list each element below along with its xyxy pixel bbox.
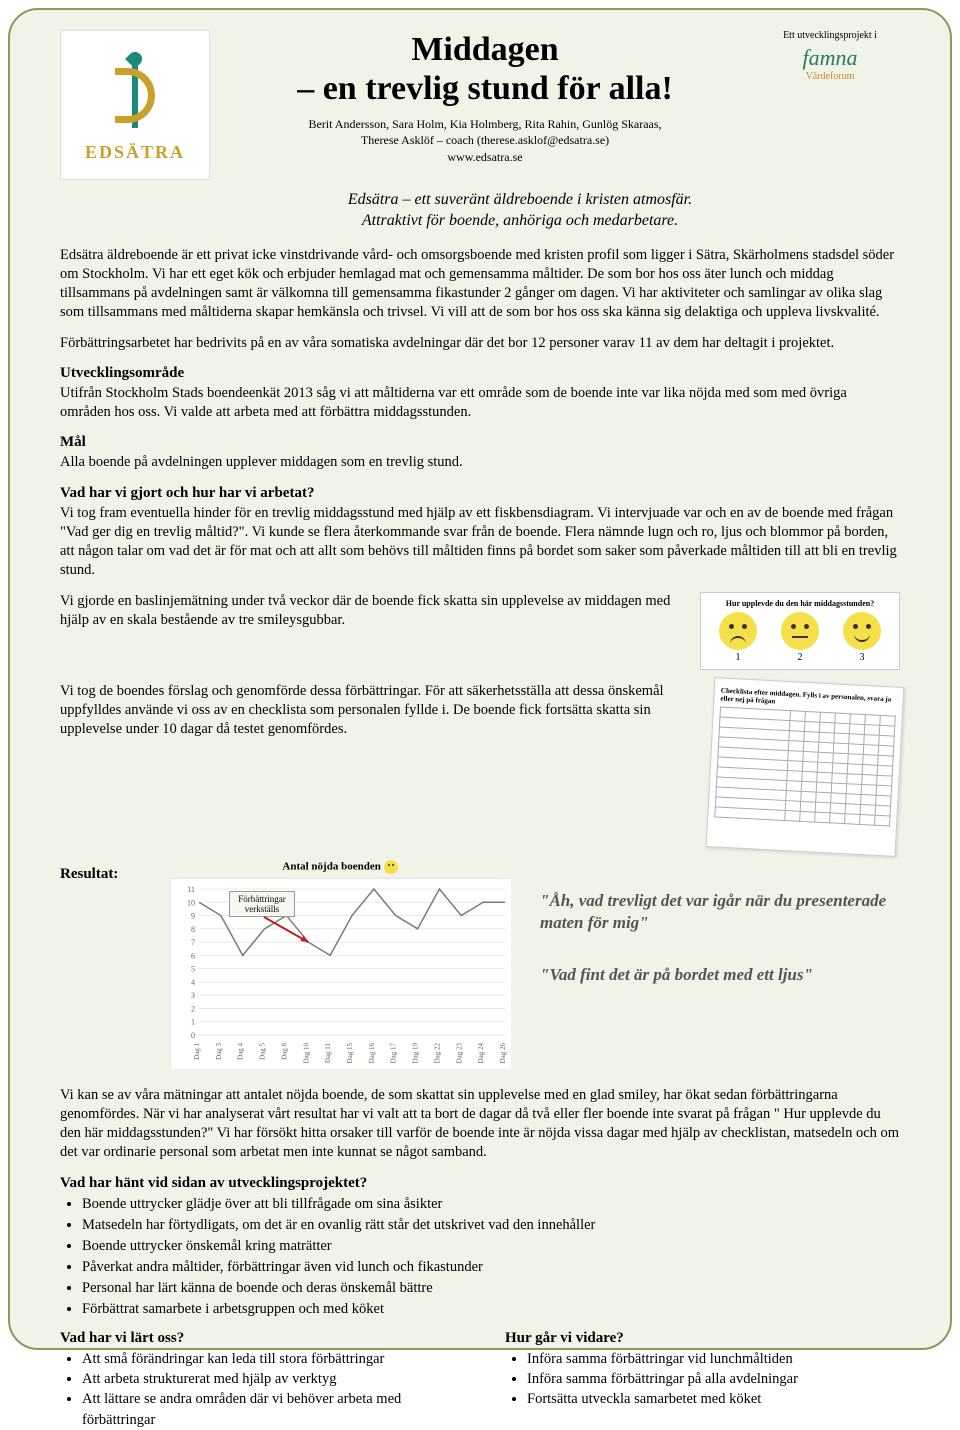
list-item: Att arbeta strukturerat med hjälp av ver… — [82, 1369, 455, 1389]
col-lart: Vad har vi lärt oss? Att små förändringa… — [60, 1330, 455, 1430]
list-item: Påverkat andra måltider, förbättringar ä… — [82, 1257, 900, 1278]
analysis-paragraph: Vi kan se av våra mätningar att antalet … — [60, 1086, 900, 1163]
mal-paragraph: Alla boende på avdelningen upplever midd… — [60, 453, 900, 472]
svg-text:Dag 11: Dag 11 — [324, 1043, 332, 1064]
list-item: Boende uttrycker glädje över att bli til… — [82, 1194, 900, 1215]
list-item: Personal har lärt känna de boende och de… — [82, 1278, 900, 1299]
utv-paragraph: Utifrån Stockholm Stads boendeenkät 2013… — [60, 384, 900, 422]
svg-text:8: 8 — [191, 925, 195, 934]
svg-text:Dag 26: Dag 26 — [499, 1043, 507, 1064]
svg-text:1: 1 — [191, 1018, 195, 1027]
quote-2: "Vad fint det är på bordet med ett ljus" — [540, 964, 900, 986]
checklist-table — [714, 707, 896, 827]
logo-glyph — [105, 48, 165, 138]
svg-text:Dag 19: Dag 19 — [412, 1043, 420, 1064]
authors: Berit Andersson, Sara Holm, Kia Holmberg… — [230, 116, 740, 165]
list-item: Införa samma förbättringar vid lunchmålt… — [527, 1349, 900, 1369]
poster-title: Middagen – en trevlig stund för alla! — [230, 30, 740, 108]
smiley-card-title: Hur upplevde du den här middagsstunden? — [707, 599, 893, 608]
quotes-block: "Åh, vad trevligt det var igår när du pr… — [540, 860, 900, 1016]
checklist-paragraph: Vi tog de boendes förslag och genomförde… — [60, 682, 692, 739]
baseline-paragraph: Vi gjorde en baslinjemätning under två v… — [60, 592, 682, 630]
quote-1: "Åh, vad trevligt det var igår när du pr… — [540, 890, 900, 934]
sponsor-block: Ett utvecklingsprojekt i famna Värdeforu… — [760, 30, 900, 82]
bottom-columns: Vad har vi lärt oss? Att små förändringa… — [60, 1330, 900, 1430]
list-item: Matsedeln har förtydligats, om det är en… — [82, 1215, 900, 1236]
section-vad-har-hant: Vad har hänt vid sidan av utvecklingspro… — [60, 1175, 900, 1192]
checklist-row: Vi tog de boendes förslag och genomförde… — [60, 682, 900, 852]
hant-bullets: Boende uttrycker glädje över att bli til… — [82, 1194, 900, 1320]
vad-paragraph-1: Vi tog fram eventuella hinder för en tre… — [60, 504, 900, 581]
results-label: Resultat: — [60, 860, 140, 883]
intro-paragraph-2: Förbättringsarbetet har bedrivits på en … — [60, 334, 900, 353]
svg-text:6: 6 — [191, 951, 195, 960]
svg-text:Dag 22: Dag 22 — [433, 1043, 441, 1064]
col-vidare: Hur går vi vidare? Införa samma förbättr… — [505, 1330, 900, 1430]
line-chart: 0 1 2 3 4 5 6 7 8 9 10 11 Dag 1 Dag 3 Dag 4 Dag 5 Dag 8 D… — [170, 878, 510, 1068]
section-vidare: Hur går vi vidare? — [505, 1330, 900, 1347]
results-row: Resultat: Antal nöjda boenden 0 1 2 3 4 5 6 7 8 9… — [60, 860, 900, 1068]
svg-text:Dag 10: Dag 10 — [302, 1043, 310, 1064]
svg-text:2: 2 — [191, 1005, 195, 1014]
list-item: Att lättare se andra områden där vi behö… — [82, 1389, 455, 1430]
header: EDSÄTRA Middagen – en trevlig stund för … — [60, 30, 900, 180]
lart-bullets: Att små förändringar kan leda till stora… — [82, 1349, 455, 1430]
svg-text:Dag 1: Dag 1 — [193, 1043, 201, 1060]
svg-text:Dag 16: Dag 16 — [368, 1043, 376, 1064]
smiley-scale-card: Hur upplevde du den här middagsstunden? … — [700, 592, 900, 670]
smiley-label-3: 3 — [860, 652, 865, 663]
section-mal: Mål — [60, 434, 900, 451]
list-item: Boende uttrycker önskemål kring maträtte… — [82, 1236, 900, 1257]
svg-text:Dag 4: Dag 4 — [237, 1043, 245, 1060]
intro-paragraph-1: Edsätra äldreboende är ett privat icke v… — [60, 246, 900, 323]
list-item: Förbättrat samarbete i arbetsgruppen och… — [82, 1299, 900, 1320]
section-lart: Vad har vi lärt oss? — [60, 1330, 455, 1347]
list-item: Att små förändringar kan leda till stora… — [82, 1349, 455, 1369]
smiley-neutral-icon — [781, 612, 819, 650]
svg-text:3: 3 — [191, 991, 195, 1000]
title-block: Middagen – en trevlig stund för alla! Be… — [230, 30, 740, 165]
section-vad-har-vi-gjort: Vad har vi gjort och hur har vi arbetat? — [60, 485, 900, 502]
section-utvecklingsomrade: Utvecklingsområde — [60, 365, 900, 382]
svg-text:Dag 17: Dag 17 — [390, 1043, 398, 1064]
logo-text: EDSÄTRA — [85, 142, 185, 163]
smiley-label-2: 2 — [798, 652, 803, 663]
smiley-happy-icon — [843, 612, 881, 650]
tagline: Edsätra – ett suveränt äldreboende i kri… — [240, 190, 800, 232]
baseline-row: Vi gjorde en baslinjemätning under två v… — [60, 592, 900, 670]
list-item: Fortsätta utveckla samarbetet med köket — [527, 1389, 900, 1409]
chart-container: Antal nöjda boenden 0 1 2 3 4 5 6 7 8 9 10 11 Dag 1 D… — [170, 860, 510, 1068]
svg-text:4: 4 — [191, 978, 195, 987]
svg-text:10: 10 — [187, 898, 195, 907]
sponsor-label: Ett utvecklingsprojekt i — [760, 30, 900, 41]
svg-text:0: 0 — [191, 1031, 195, 1040]
famna-logo: famna — [760, 45, 900, 71]
svg-text:Dag 5: Dag 5 — [259, 1043, 267, 1060]
svg-text:11: 11 — [187, 885, 195, 894]
svg-text:7: 7 — [191, 938, 195, 947]
svg-text:5: 5 — [191, 965, 195, 974]
svg-text:Dag 24: Dag 24 — [477, 1043, 485, 1064]
svg-text:Dag 23: Dag 23 — [455, 1043, 463, 1064]
svg-text:9: 9 — [191, 912, 195, 921]
famna-sub: Värdeforum — [760, 71, 900, 82]
svg-text:Dag 8: Dag 8 — [280, 1043, 288, 1060]
smiley-label-1: 1 — [736, 652, 741, 663]
svg-text:Dag 15: Dag 15 — [346, 1043, 354, 1064]
checklist-card: Checklista efter middagen. Fylls i av pe… — [706, 677, 905, 857]
list-item: Införa samma förbättringar på alla avdel… — [527, 1369, 900, 1389]
smiley-sad-icon — [719, 612, 757, 650]
chart-title: Antal nöjda boenden — [170, 860, 510, 874]
svg-text:Dag 3: Dag 3 — [215, 1043, 223, 1060]
poster-frame: EDSÄTRA Middagen – en trevlig stund för … — [8, 8, 952, 1350]
mini-smiley-icon — [384, 860, 398, 874]
edsatra-logo: EDSÄTRA — [60, 30, 210, 180]
